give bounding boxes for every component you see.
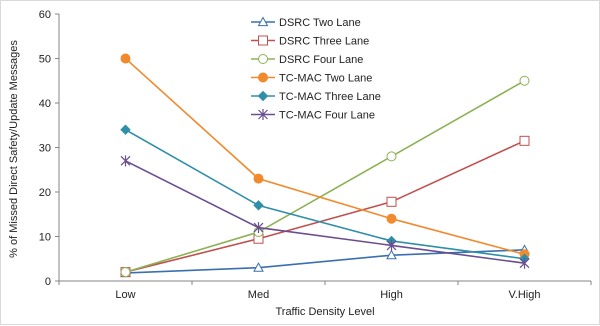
y-tick-label: 60 [39, 9, 51, 21]
data-point-tc-mac-four-lane [120, 155, 131, 167]
y-tick-label: 40 [39, 98, 51, 110]
series-line-dsrc-three-lane [125, 140, 525, 273]
data-point-dsrc-three-lane [386, 196, 397, 207]
y-tick-label: 10 [39, 232, 51, 244]
legend-label: TC-MAC Four Lane [279, 110, 375, 122]
data-point-dsrc-four-lane [386, 151, 397, 162]
legend-marker [258, 109, 268, 120]
legend-item-dsrc-three-lane: DSRC Three Lane [251, 35, 369, 48]
y-tick-label: 0 [45, 276, 51, 288]
series-line-dsrc-four-lane [125, 80, 525, 273]
series-line-tc-mac-three-lane [125, 129, 525, 260]
series-dsrc-two-lane [120, 244, 530, 278]
data-point-tc-mac-three-lane [253, 200, 264, 211]
series-dsrc-four-lane [120, 75, 530, 278]
legend: DSRC Two Lane DSRC Three Lane DSRC Four La… [251, 16, 381, 122]
series-layer [120, 53, 530, 278]
data-point-tc-mac-four-lane [253, 222, 264, 234]
data-point-tc-mac-four-lane [519, 257, 530, 269]
legend-label: TC-MAC Three Lane [279, 91, 381, 103]
axes: 0 10 20 30 40 50 60 Low Med High V.High [39, 9, 592, 301]
data-point-dsrc-three-lane [519, 135, 530, 146]
data-point-tc-mac-two-lane [253, 173, 264, 184]
data-point-dsrc-two-lane [386, 249, 397, 260]
data-point-dsrc-four-lane [519, 75, 530, 86]
data-point-dsrc-four-lane [120, 267, 131, 278]
series-tc-mac-two-lane [120, 53, 530, 260]
data-point-tc-mac-two-lane [386, 213, 397, 224]
x-tick-label: Med [248, 289, 269, 301]
legend-marker [257, 90, 269, 102]
legend-marker [258, 35, 268, 46]
legend-marker [257, 16, 269, 27]
series-tc-mac-four-lane [120, 155, 530, 269]
x-tick-label: Low [115, 289, 135, 301]
legend-item-tc-mac-four-lane: TC-MAC Four Lane [251, 109, 375, 122]
data-point-tc-mac-four-lane [386, 239, 397, 251]
series-line-tc-mac-two-lane [124, 57, 525, 256]
legend-label: TC-MAC Two Lane [279, 73, 372, 85]
series-line-dsrc-two-lane [125, 249, 525, 274]
x-axis-title: Traffic Density Level [275, 306, 374, 318]
legend-label: DSRC Four Lane [279, 54, 363, 66]
y-tick-label: 30 [39, 143, 51, 155]
legend-marker [258, 72, 268, 83]
data-point-dsrc-two-lane [253, 262, 264, 272]
y-tick-label: 20 [39, 187, 51, 199]
x-tick-label: High [380, 289, 403, 301]
legend-marker [258, 54, 268, 64]
legend-item-tc-mac-three-lane: TC-MAC Three Lane [251, 90, 381, 103]
data-point-tc-mac-three-lane [120, 124, 131, 135]
y-tick-label: 50 [39, 54, 51, 66]
legend-item-dsrc-two-lane: DSRC Two Lane [251, 16, 361, 29]
x-tick-label: V.High [508, 289, 540, 301]
series-line-tc-mac-four-lane [125, 160, 525, 264]
data-point-tc-mac-two-lane [120, 53, 131, 64]
legend-label: DSRC Three Lane [279, 36, 369, 48]
legend-item-tc-mac-two-lane: TC-MAC Two Lane [251, 72, 372, 85]
y-axis-title: % of Missed Direct Safety/Update Message… [8, 40, 20, 258]
legend-item-dsrc-four-lane: DSRC Four Lane [251, 54, 363, 66]
legend-label: DSRC Two Lane [279, 17, 361, 29]
